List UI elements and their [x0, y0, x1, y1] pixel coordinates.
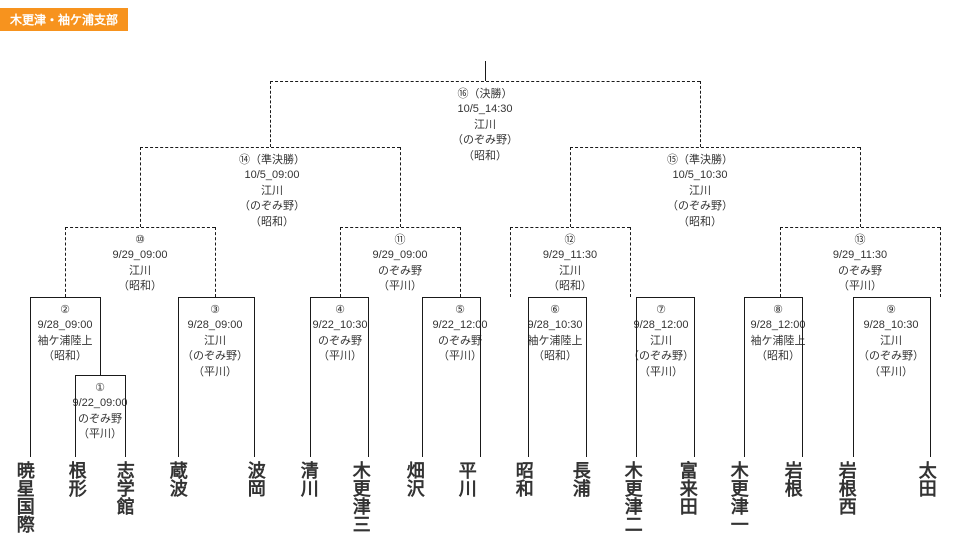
match-id: ⑬	[815, 233, 905, 248]
match-venue: 江川	[618, 334, 704, 349]
match-venue: 江川	[525, 264, 615, 279]
match-venue: 江川	[172, 334, 258, 349]
team-label: 平川	[456, 461, 476, 497]
match-id: ②	[22, 303, 108, 318]
match-datetime: 10/5_09:00	[212, 168, 332, 183]
match-venue: 袖ケ浦陸上	[735, 334, 821, 349]
semi-1: ⑭（準決勝） 10/5_09:00 江川 （のぞみ野） （昭和）	[212, 153, 332, 230]
match-id: ⑭（準決勝）	[212, 153, 332, 168]
match-winner: （のぞみ野）	[846, 349, 936, 364]
team-label: 岩根西	[836, 461, 856, 515]
final-match: ⑯（決勝） 10/5_14:30 江川 （のぞみ野） （昭和）	[425, 87, 545, 164]
match-datetime: 9/22_12:00	[417, 318, 503, 333]
match-winner: （のぞみ野）	[172, 349, 258, 364]
match-datetime: 9/29_09:00	[355, 248, 445, 263]
match-id: ⑪	[355, 233, 445, 248]
match-note: （平川）	[172, 365, 258, 380]
team-label: 木更津一	[728, 461, 748, 533]
team-label: 根形	[66, 461, 86, 497]
match-id: ⑯（決勝）	[425, 87, 545, 102]
match-id: ⑮（準決勝）	[640, 153, 760, 168]
match-datetime: 10/5_10:30	[640, 168, 760, 183]
match-datetime: 10/5_14:30	[425, 102, 545, 117]
match-venue: 江川	[212, 184, 332, 199]
quarter-4: ⑬ 9/29_11:30 のぞみ野 （平川）	[815, 233, 905, 295]
match-winner: （のぞみ野）	[425, 133, 545, 148]
quarter-3: ⑫ 9/29_11:30 江川 （昭和）	[525, 233, 615, 295]
team-label: 畑沢	[404, 461, 424, 497]
team-label: 清川	[298, 461, 318, 497]
r16-7: ⑧ 9/28_12:00 袖ケ浦陸上 （昭和）	[735, 303, 821, 365]
match-datetime: 9/29_11:30	[815, 248, 905, 263]
match-id: ⑤	[417, 303, 503, 318]
team-label: 暁星国際	[14, 461, 34, 533]
match-note: （平川）	[417, 349, 503, 364]
r16-6: ⑦ 9/28_12:00 江川 （のぞみ野） （平川）	[618, 303, 704, 380]
match-id: ⑩	[95, 233, 185, 248]
match-runnerup: （昭和）	[425, 149, 545, 164]
match-datetime: 9/28_10:30	[846, 318, 936, 333]
team-label: 蔵波	[167, 461, 187, 497]
match-note: （平川）	[846, 365, 936, 380]
tournament-bracket: ⑯（決勝） 10/5_14:30 江川 （のぞみ野） （昭和） ⑭（準決勝） 1…	[0, 31, 969, 551]
match-id: ⑦	[618, 303, 704, 318]
match-runnerup: （昭和）	[212, 215, 332, 230]
match-note: （昭和）	[95, 279, 185, 294]
match-note: （平川）	[355, 279, 445, 294]
match-note: （平川）	[618, 365, 704, 380]
match-winner: （のぞみ野）	[618, 349, 704, 364]
match-venue: 江川	[95, 264, 185, 279]
quarter-1: ⑩ 9/29_09:00 江川 （昭和）	[95, 233, 185, 295]
match-venue: 江川	[846, 334, 936, 349]
match-runnerup: （昭和）	[640, 215, 760, 230]
team-label: 太田	[916, 461, 936, 497]
match-datetime: 9/28_12:00	[735, 318, 821, 333]
match-datetime: 9/29_11:30	[525, 248, 615, 263]
semi-2: ⑮（準決勝） 10/5_10:30 江川 （のぞみ野） （昭和）	[640, 153, 760, 230]
team-label: 昭和	[513, 461, 533, 497]
match-venue: のぞみ野	[417, 334, 503, 349]
match-note: （昭和）	[735, 349, 821, 364]
r16-2: ③ 9/28_09:00 江川 （のぞみ野） （平川）	[172, 303, 258, 380]
team-label: 木更津三	[350, 461, 370, 533]
r16-8: ⑨ 9/28_10:30 江川 （のぞみ野） （平川）	[846, 303, 936, 380]
match-venue: 江川	[640, 184, 760, 199]
match-note: （平川）	[815, 279, 905, 294]
match-winner: （のぞみ野）	[640, 199, 760, 214]
team-label: 長浦	[570, 461, 590, 497]
quarter-2: ⑪ 9/29_09:00 のぞみ野 （平川）	[355, 233, 445, 295]
team-label: 志学館	[114, 461, 134, 515]
team-label: 波岡	[245, 461, 265, 497]
r16-4: ⑤ 9/22_12:00 のぞみ野 （平川）	[417, 303, 503, 365]
match-id: ③	[172, 303, 258, 318]
match-venue: 袖ケ浦陸上	[22, 334, 108, 349]
match-id: ⑫	[525, 233, 615, 248]
r16-1: ② 9/28_09:00 袖ケ浦陸上 （昭和）	[22, 303, 108, 365]
match-datetime: 9/28_09:00	[172, 318, 258, 333]
match-venue: のぞみ野	[355, 264, 445, 279]
match-datetime: 9/29_09:00	[95, 248, 185, 263]
team-label: 富来田	[677, 461, 697, 515]
team-label: 木更津二	[622, 461, 642, 533]
match-venue: のぞみ野	[815, 264, 905, 279]
match-datetime: 9/28_12:00	[618, 318, 704, 333]
match-id: ⑧	[735, 303, 821, 318]
match-venue: 江川	[425, 118, 545, 133]
match-note: （昭和）	[22, 349, 108, 364]
match-note: （昭和）	[525, 279, 615, 294]
team-label: 岩根	[782, 461, 802, 497]
match-id: ⑨	[846, 303, 936, 318]
branch-header: 木更津・袖ケ浦支部	[0, 8, 128, 31]
match-datetime: 9/28_09:00	[22, 318, 108, 333]
match-winner: （のぞみ野）	[212, 199, 332, 214]
